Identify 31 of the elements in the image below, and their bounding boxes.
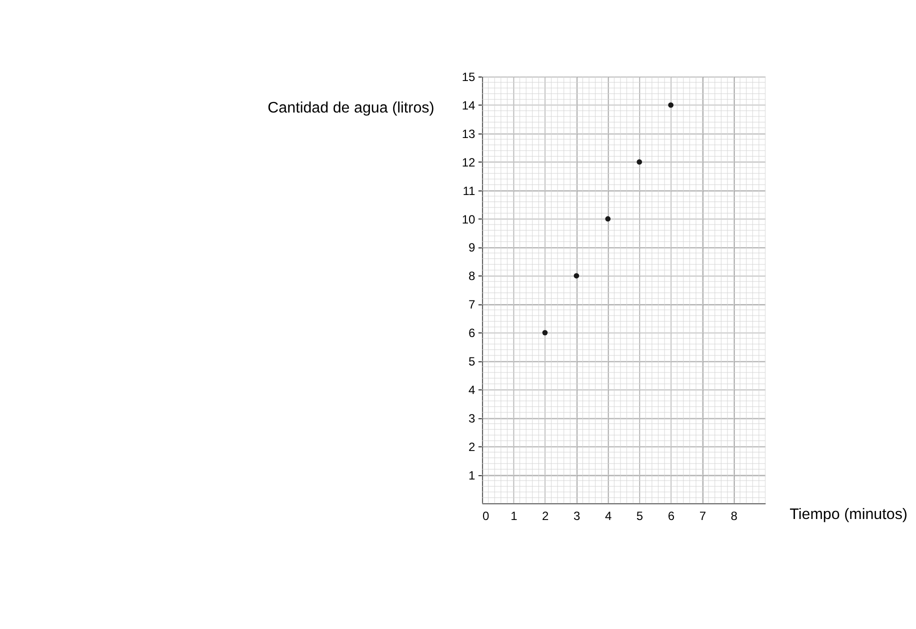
point xyxy=(574,273,580,278)
y-tick-label: 15 xyxy=(462,70,476,84)
x-tick-label: 3 xyxy=(574,508,580,523)
y-tick-label: 3 xyxy=(468,411,476,426)
y-tick-label: 10 xyxy=(462,212,476,226)
y-tick-label: 7 xyxy=(468,298,476,312)
x-tick-label: 5 xyxy=(636,508,644,523)
point xyxy=(542,330,548,336)
point xyxy=(668,102,674,108)
y-tick-label: 1 xyxy=(468,468,476,482)
y-tick-label: 4 xyxy=(468,382,476,397)
x-tick-label: 0 xyxy=(482,508,490,523)
y-tick-label: 14 xyxy=(462,98,476,112)
y-tick-label: 8 xyxy=(468,269,476,284)
x-tick-label: 8 xyxy=(730,508,738,523)
y-tick-label: 5 xyxy=(468,354,476,369)
x-tick-label: 1 xyxy=(510,508,518,523)
y-tick-label: 11 xyxy=(462,184,476,198)
y-axis-title: Cantidad de agua (litros) xyxy=(268,99,434,116)
y-tick-label: 9 xyxy=(468,240,476,255)
x-tick-label: 6 xyxy=(668,508,675,523)
x-tick-label: 2 xyxy=(542,508,550,523)
y-tick-label: 2 xyxy=(468,440,476,454)
x-tick-label: 7 xyxy=(699,508,706,523)
point xyxy=(605,216,611,222)
y-tick-label: 12 xyxy=(462,155,476,170)
x-tick-label: 4 xyxy=(604,508,612,523)
x-axis-title: Tiempo (minutos) xyxy=(790,506,908,523)
y-tick-label: 13 xyxy=(462,126,476,141)
y-tick-label: 6 xyxy=(468,326,476,340)
point xyxy=(636,159,642,165)
